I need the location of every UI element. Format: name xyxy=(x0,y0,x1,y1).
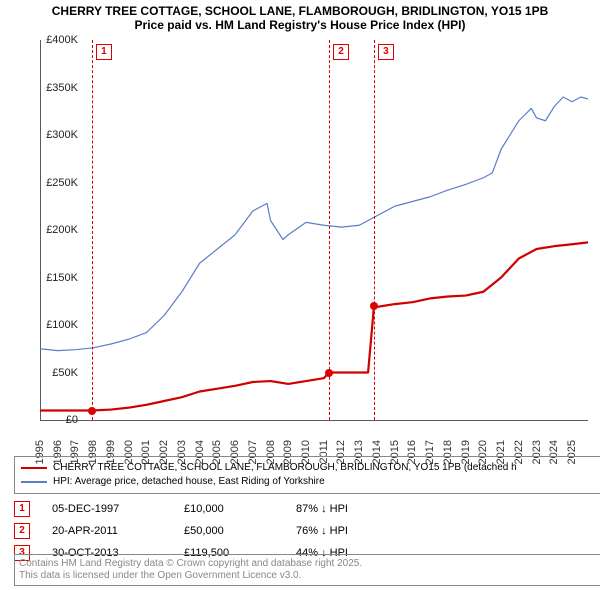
event-line xyxy=(374,40,375,420)
event-marker: 1 xyxy=(96,44,112,60)
footer-line-1: Contains HM Land Registry data © Crown c… xyxy=(19,558,596,570)
transaction-row: 1 05-DEC-1997 £10,000 87% ↓ HPI xyxy=(14,498,348,520)
tx-pct: 87% ↓ HPI xyxy=(296,498,348,520)
event-line xyxy=(329,40,330,420)
legend-row-price: CHERRY TREE COTTAGE, SCHOOL LANE, FLAMBO… xyxy=(21,461,594,475)
tx-marker: 2 xyxy=(14,523,30,539)
transaction-row: 2 20-APR-2011 £50,000 76% ↓ HPI xyxy=(14,520,348,542)
y-tick-label: £100K xyxy=(40,319,78,331)
y-tick-label: £350K xyxy=(40,82,78,94)
y-tick-label: £400K xyxy=(40,34,78,46)
price-chart: £0£50K£100K£150K£200K£250K£300K£350K£400… xyxy=(40,40,588,421)
plot-svg xyxy=(40,40,588,420)
chart-title: CHERRY TREE COTTAGE, SCHOOL LANE, FLAMBO… xyxy=(0,4,600,32)
tx-pct: 76% ↓ HPI xyxy=(296,520,348,542)
legend-label-hpi: HPI: Average price, detached house, East… xyxy=(53,475,325,489)
price-point xyxy=(88,407,96,415)
price-line xyxy=(40,242,588,410)
event-marker: 2 xyxy=(333,44,349,60)
tx-price: £10,000 xyxy=(184,498,274,520)
y-tick-label: £150K xyxy=(40,272,78,284)
legend-swatch-price xyxy=(21,467,47,470)
y-tick-label: £50K xyxy=(40,367,78,379)
event-marker: 3 xyxy=(378,44,394,60)
tx-date: 20-APR-2011 xyxy=(52,520,162,542)
tx-price: £50,000 xyxy=(184,520,274,542)
y-tick-label: £250K xyxy=(40,177,78,189)
tx-marker: 1 xyxy=(14,501,30,517)
legend-row-hpi: HPI: Average price, detached house, East… xyxy=(21,475,594,489)
hpi-line xyxy=(40,97,588,351)
legend: CHERRY TREE COTTAGE, SCHOOL LANE, FLAMBO… xyxy=(14,456,600,494)
event-line xyxy=(92,40,93,420)
tx-date: 05-DEC-1997 xyxy=(52,498,162,520)
y-tick-label: £300K xyxy=(40,129,78,141)
title-line-2: Price paid vs. HM Land Registry's House … xyxy=(0,18,600,32)
legend-swatch-hpi xyxy=(21,481,47,483)
legend-label-price: CHERRY TREE COTTAGE, SCHOOL LANE, FLAMBO… xyxy=(53,461,517,475)
footer-line-2: This data is licensed under the Open Gov… xyxy=(19,570,596,582)
price-point xyxy=(325,369,333,377)
y-tick-label: £0 xyxy=(40,414,78,426)
attribution-footer: Contains HM Land Registry data © Crown c… xyxy=(14,554,600,586)
price-point xyxy=(370,302,378,310)
y-tick-label: £200K xyxy=(40,224,78,236)
title-line-1: CHERRY TREE COTTAGE, SCHOOL LANE, FLAMBO… xyxy=(0,4,600,18)
